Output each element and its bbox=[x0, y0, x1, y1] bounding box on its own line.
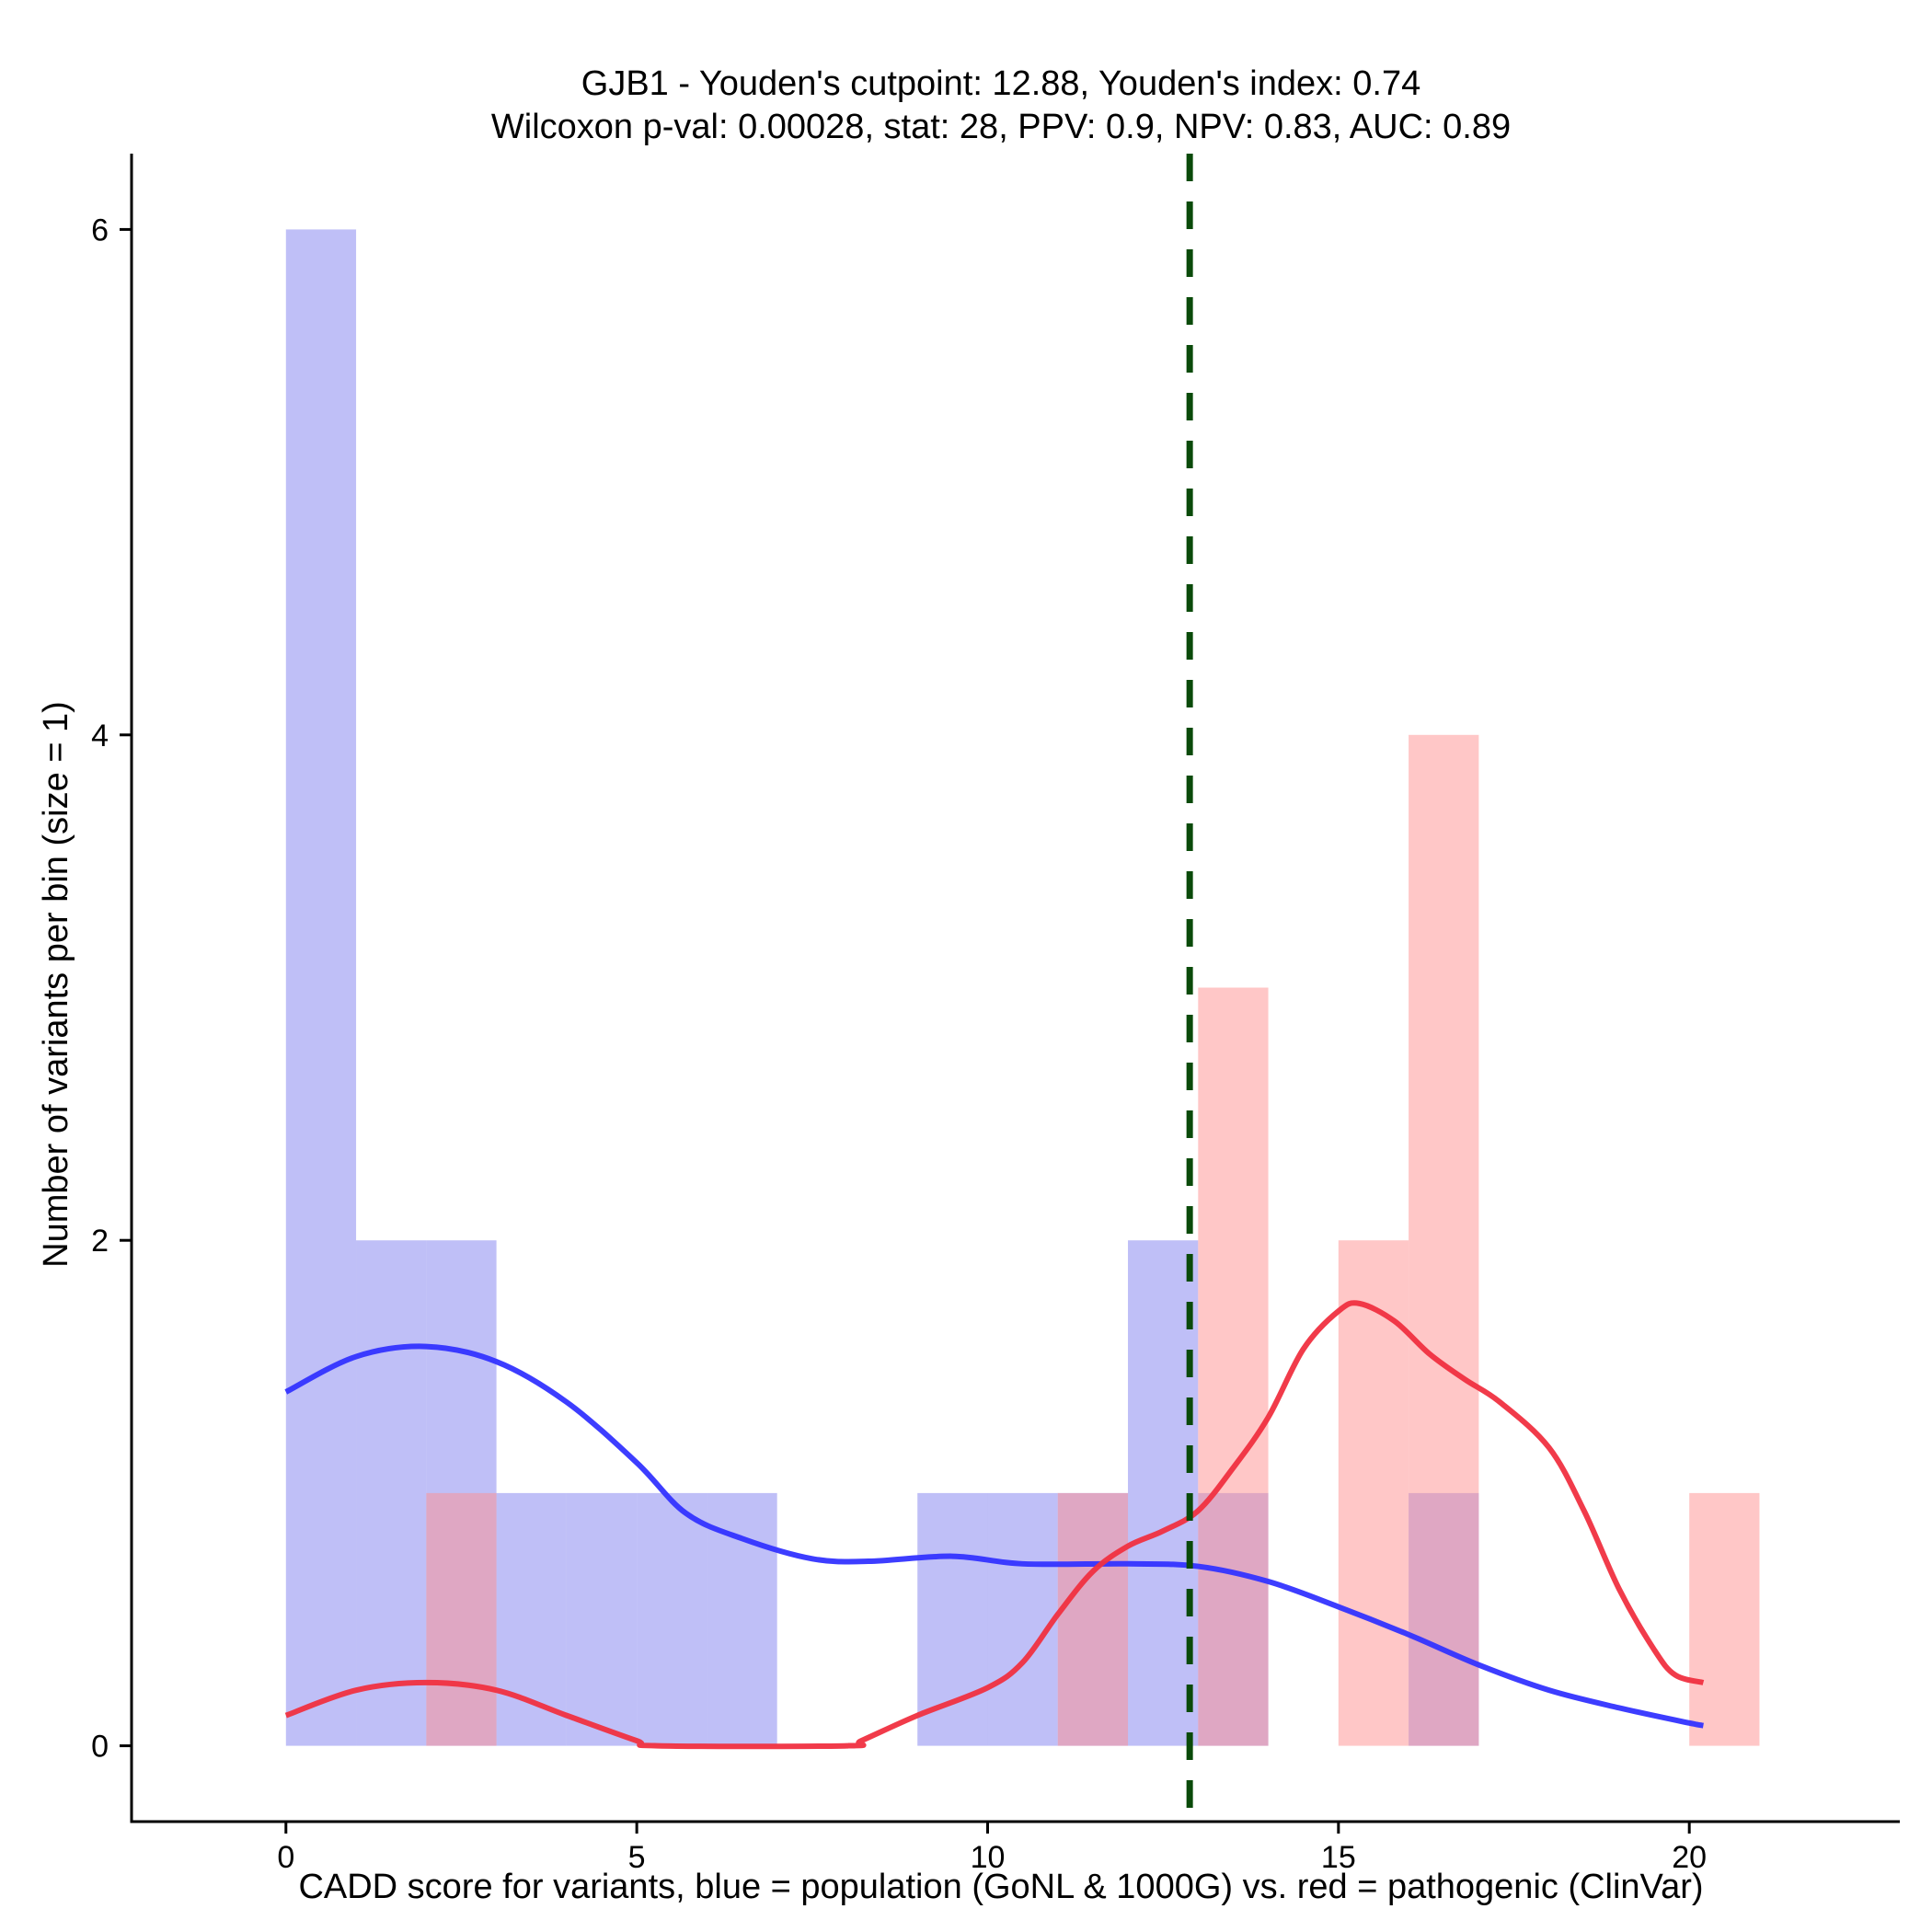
x-tick-label-15: 15 bbox=[1321, 1840, 1356, 1875]
y-tick-label-4: 4 bbox=[91, 719, 109, 753]
y-tick-label-2: 2 bbox=[91, 1224, 109, 1259]
chart-subtitle: Wilcoxon p-val: 0.00028, stat: 28, PPV: … bbox=[491, 108, 1511, 146]
chart-title: GJB1 - Youden's cutpoint: 12.88, Youden'… bbox=[581, 64, 1420, 103]
x-tick-label-5: 5 bbox=[628, 1840, 646, 1875]
plot-area: 0 5 10 15 20 0 2 4 6 bbox=[91, 154, 1900, 1875]
bar-population-bin-1 bbox=[356, 1240, 427, 1746]
bar-population-bin-9 bbox=[917, 1492, 988, 1746]
bar-pathogenic-bin-11 bbox=[1057, 1492, 1129, 1746]
density-curve-pathogenic bbox=[284, 1300, 1705, 1750]
bar-pathogenic-bin-20 bbox=[1689, 1492, 1760, 1746]
bar-pathogenic-bin-2 bbox=[426, 1492, 497, 1746]
y-tick-label-6: 6 bbox=[91, 213, 109, 247]
bar-population-bin-4 bbox=[566, 1492, 638, 1746]
bar-population-bin-0 bbox=[285, 229, 357, 1746]
bar-pathogenic-bin-15 bbox=[1338, 1240, 1409, 1746]
x-axis-label: CADD score for variants, blue = populati… bbox=[298, 1868, 1703, 1906]
x-tick-label-10: 10 bbox=[971, 1840, 1006, 1875]
y-tick-label-0: 0 bbox=[91, 1730, 109, 1765]
bar-pathogenic-bin-16 bbox=[1409, 734, 1479, 1746]
density-curve-population bbox=[284, 1343, 1704, 1729]
bar-population-bin-6 bbox=[707, 1492, 777, 1746]
y-axis-label: Number of variants per bin (size = 1) bbox=[37, 701, 75, 1268]
bar-population-bin-3 bbox=[496, 1492, 567, 1746]
bar-population-bin-10 bbox=[987, 1492, 1058, 1746]
bar-population-bin-5 bbox=[637, 1492, 707, 1746]
x-tick-label-0: 0 bbox=[277, 1840, 294, 1875]
bar-pathogenic-bin-13 bbox=[1198, 987, 1269, 1746]
x-tick-label-20: 20 bbox=[1672, 1840, 1707, 1875]
bar-population-bin-12 bbox=[1128, 1240, 1199, 1746]
